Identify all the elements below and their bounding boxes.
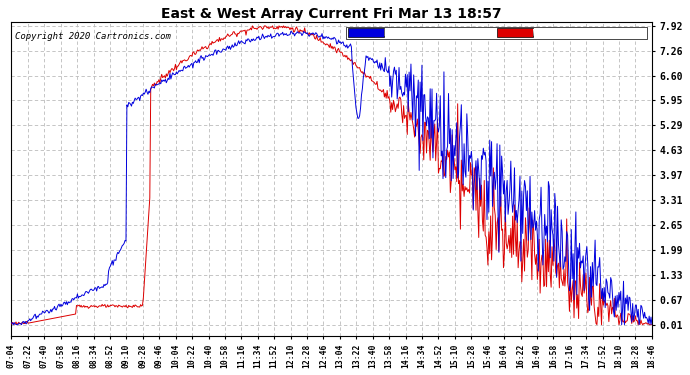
Legend: East Array  (DC Amps), West Array  (DC Amps): East Array (DC Amps), West Array (DC Amp… <box>346 27 647 39</box>
Title: East & West Array Current Fri Mar 13 18:57: East & West Array Current Fri Mar 13 18:… <box>161 7 502 21</box>
Text: Copyright 2020 Cartronics.com: Copyright 2020 Cartronics.com <box>14 32 170 40</box>
